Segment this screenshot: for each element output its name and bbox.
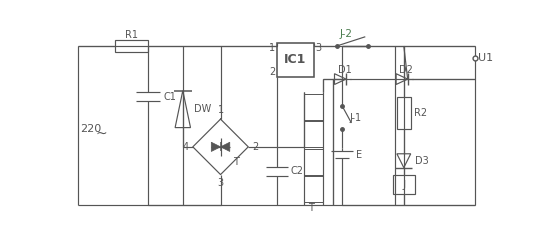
- Text: IC1: IC1: [284, 53, 306, 66]
- Text: 220: 220: [80, 124, 102, 134]
- Text: 1: 1: [269, 43, 275, 53]
- Polygon shape: [211, 142, 220, 151]
- Text: 2: 2: [269, 67, 275, 77]
- Text: U1: U1: [478, 53, 494, 63]
- Text: 1: 1: [218, 105, 224, 115]
- Text: 3: 3: [315, 43, 321, 53]
- Text: R2: R2: [414, 108, 427, 118]
- Text: DW: DW: [194, 104, 212, 114]
- Text: 3: 3: [218, 178, 224, 189]
- Bar: [115, 40, 148, 52]
- Bar: [393, 175, 415, 194]
- Bar: [303, 149, 323, 175]
- Text: ~: ~: [95, 127, 107, 141]
- Text: D2: D2: [399, 65, 413, 75]
- Text: D1: D1: [338, 65, 352, 75]
- Text: 4: 4: [183, 142, 189, 152]
- Polygon shape: [220, 142, 230, 151]
- Bar: [397, 97, 411, 129]
- Text: 2: 2: [252, 142, 258, 152]
- Text: E: E: [356, 150, 362, 159]
- Text: J-2: J-2: [340, 30, 353, 39]
- Text: J: J: [402, 180, 406, 189]
- Text: J-1: J-1: [350, 113, 362, 123]
- Text: T: T: [233, 157, 239, 167]
- Text: T: T: [308, 204, 314, 213]
- Text: D3: D3: [415, 156, 429, 166]
- Bar: [303, 176, 323, 202]
- Bar: [303, 121, 323, 147]
- Text: C1: C1: [164, 92, 177, 102]
- Text: R1: R1: [125, 30, 138, 40]
- Text: C2: C2: [291, 166, 303, 176]
- Bar: [303, 94, 323, 120]
- Bar: [277, 43, 314, 77]
